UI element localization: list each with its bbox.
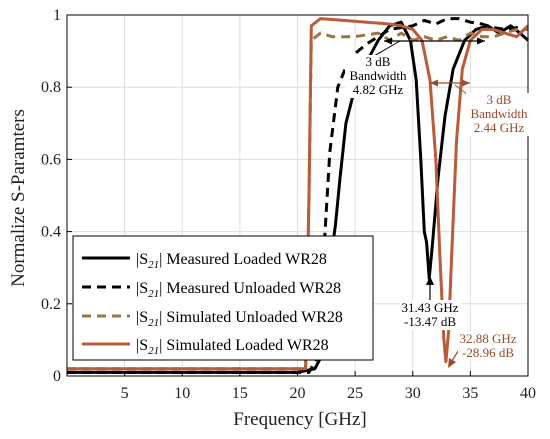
legend-entry: |S21| Measured Loaded WR28 <box>82 251 327 271</box>
arrow-head <box>430 79 438 87</box>
annotation-line: 32.88 GHz <box>459 331 516 346</box>
annotation-bandwidth-measured: 3 dB Bandwidth 4.82 GHz <box>345 54 411 98</box>
x-tick-label: 30 <box>405 385 421 402</box>
annotation-line: -13.47 dB <box>404 314 456 329</box>
arrow-head <box>384 37 392 45</box>
arrow-head <box>462 79 470 87</box>
annotation-bandwidth-simulated: 3 dB Bandwidth 2.44 GHz <box>466 92 532 136</box>
y-tick-label: 1 <box>53 7 61 24</box>
legend-label: |S21| Simulated Loaded WR28 <box>136 337 329 357</box>
ticks: 5 10 15 20 25 30 35 40 0 0.2 0.4 0.6 0.8 1 <box>41 7 536 402</box>
bandwidth-leader-measured <box>373 40 401 57</box>
annotation-bg <box>400 300 460 330</box>
legend-entry: |S21| Simulated Unloaded WR28 <box>82 309 343 329</box>
series-line-4 <box>67 17 530 371</box>
x-tick-label: 35 <box>462 385 478 402</box>
annotation-line: 3 dB <box>366 54 391 69</box>
y-axis-label: Normalize S-Paramters <box>8 109 29 287</box>
x-tick-label: 10 <box>174 385 190 402</box>
annotation-line: -28.96 dB <box>462 345 514 360</box>
annotation-line: 2.44 GHz <box>474 120 525 135</box>
legend-entry: |S21| Measured Unloaded WR28 <box>82 280 341 300</box>
y-tick-label: 0.8 <box>41 79 61 96</box>
legend: |S21| Measured Loaded WR28 |S21| Measure… <box>72 235 374 361</box>
annotation-bg <box>466 93 532 136</box>
annotation-min-simulated: 32.88 GHz -28.96 dB <box>458 331 518 361</box>
y-tick-label: 0 <box>53 368 61 385</box>
arrow-head <box>448 358 456 368</box>
x-tick-label: 40 <box>520 385 536 402</box>
x-tick-label: 5 <box>121 385 129 402</box>
legend-entry: |S21| Simulated Loaded WR28 <box>82 337 329 357</box>
annotation-min-measured: 31.43 GHz -13.47 dB <box>400 300 460 330</box>
annotation-line: 31.43 GHz <box>401 300 458 315</box>
x-axis-label: Frequency [GHz] <box>233 409 366 430</box>
x-tick-label: 15 <box>232 385 248 402</box>
legend-label: |S21| Simulated Unloaded WR28 <box>136 309 343 329</box>
arrow-head <box>426 276 434 285</box>
annotation-bg <box>458 331 518 361</box>
legend-label: |S21| Measured Unloaded WR28 <box>136 280 341 300</box>
annotation-bg <box>345 55 411 98</box>
legend-label: |S21| Measured Loaded WR28 <box>136 251 327 271</box>
x-tick-label: 25 <box>347 385 363 402</box>
annotation-line: Bandwidth <box>470 106 528 121</box>
arrow-head <box>477 37 485 45</box>
x-tick-label: 20 <box>290 385 306 402</box>
annotation-line: 4.82 GHz <box>353 82 404 97</box>
series-line-3 <box>67 27 528 371</box>
annotation-line: Bandwidth <box>349 68 407 83</box>
y-tick-label: 0.2 <box>41 296 61 313</box>
y-tick-label: 0.6 <box>41 151 61 168</box>
bandwidth-leader-simulated <box>454 84 469 96</box>
y-tick-label: 0.4 <box>41 224 61 241</box>
annotation-line: 3 dB <box>487 92 512 107</box>
